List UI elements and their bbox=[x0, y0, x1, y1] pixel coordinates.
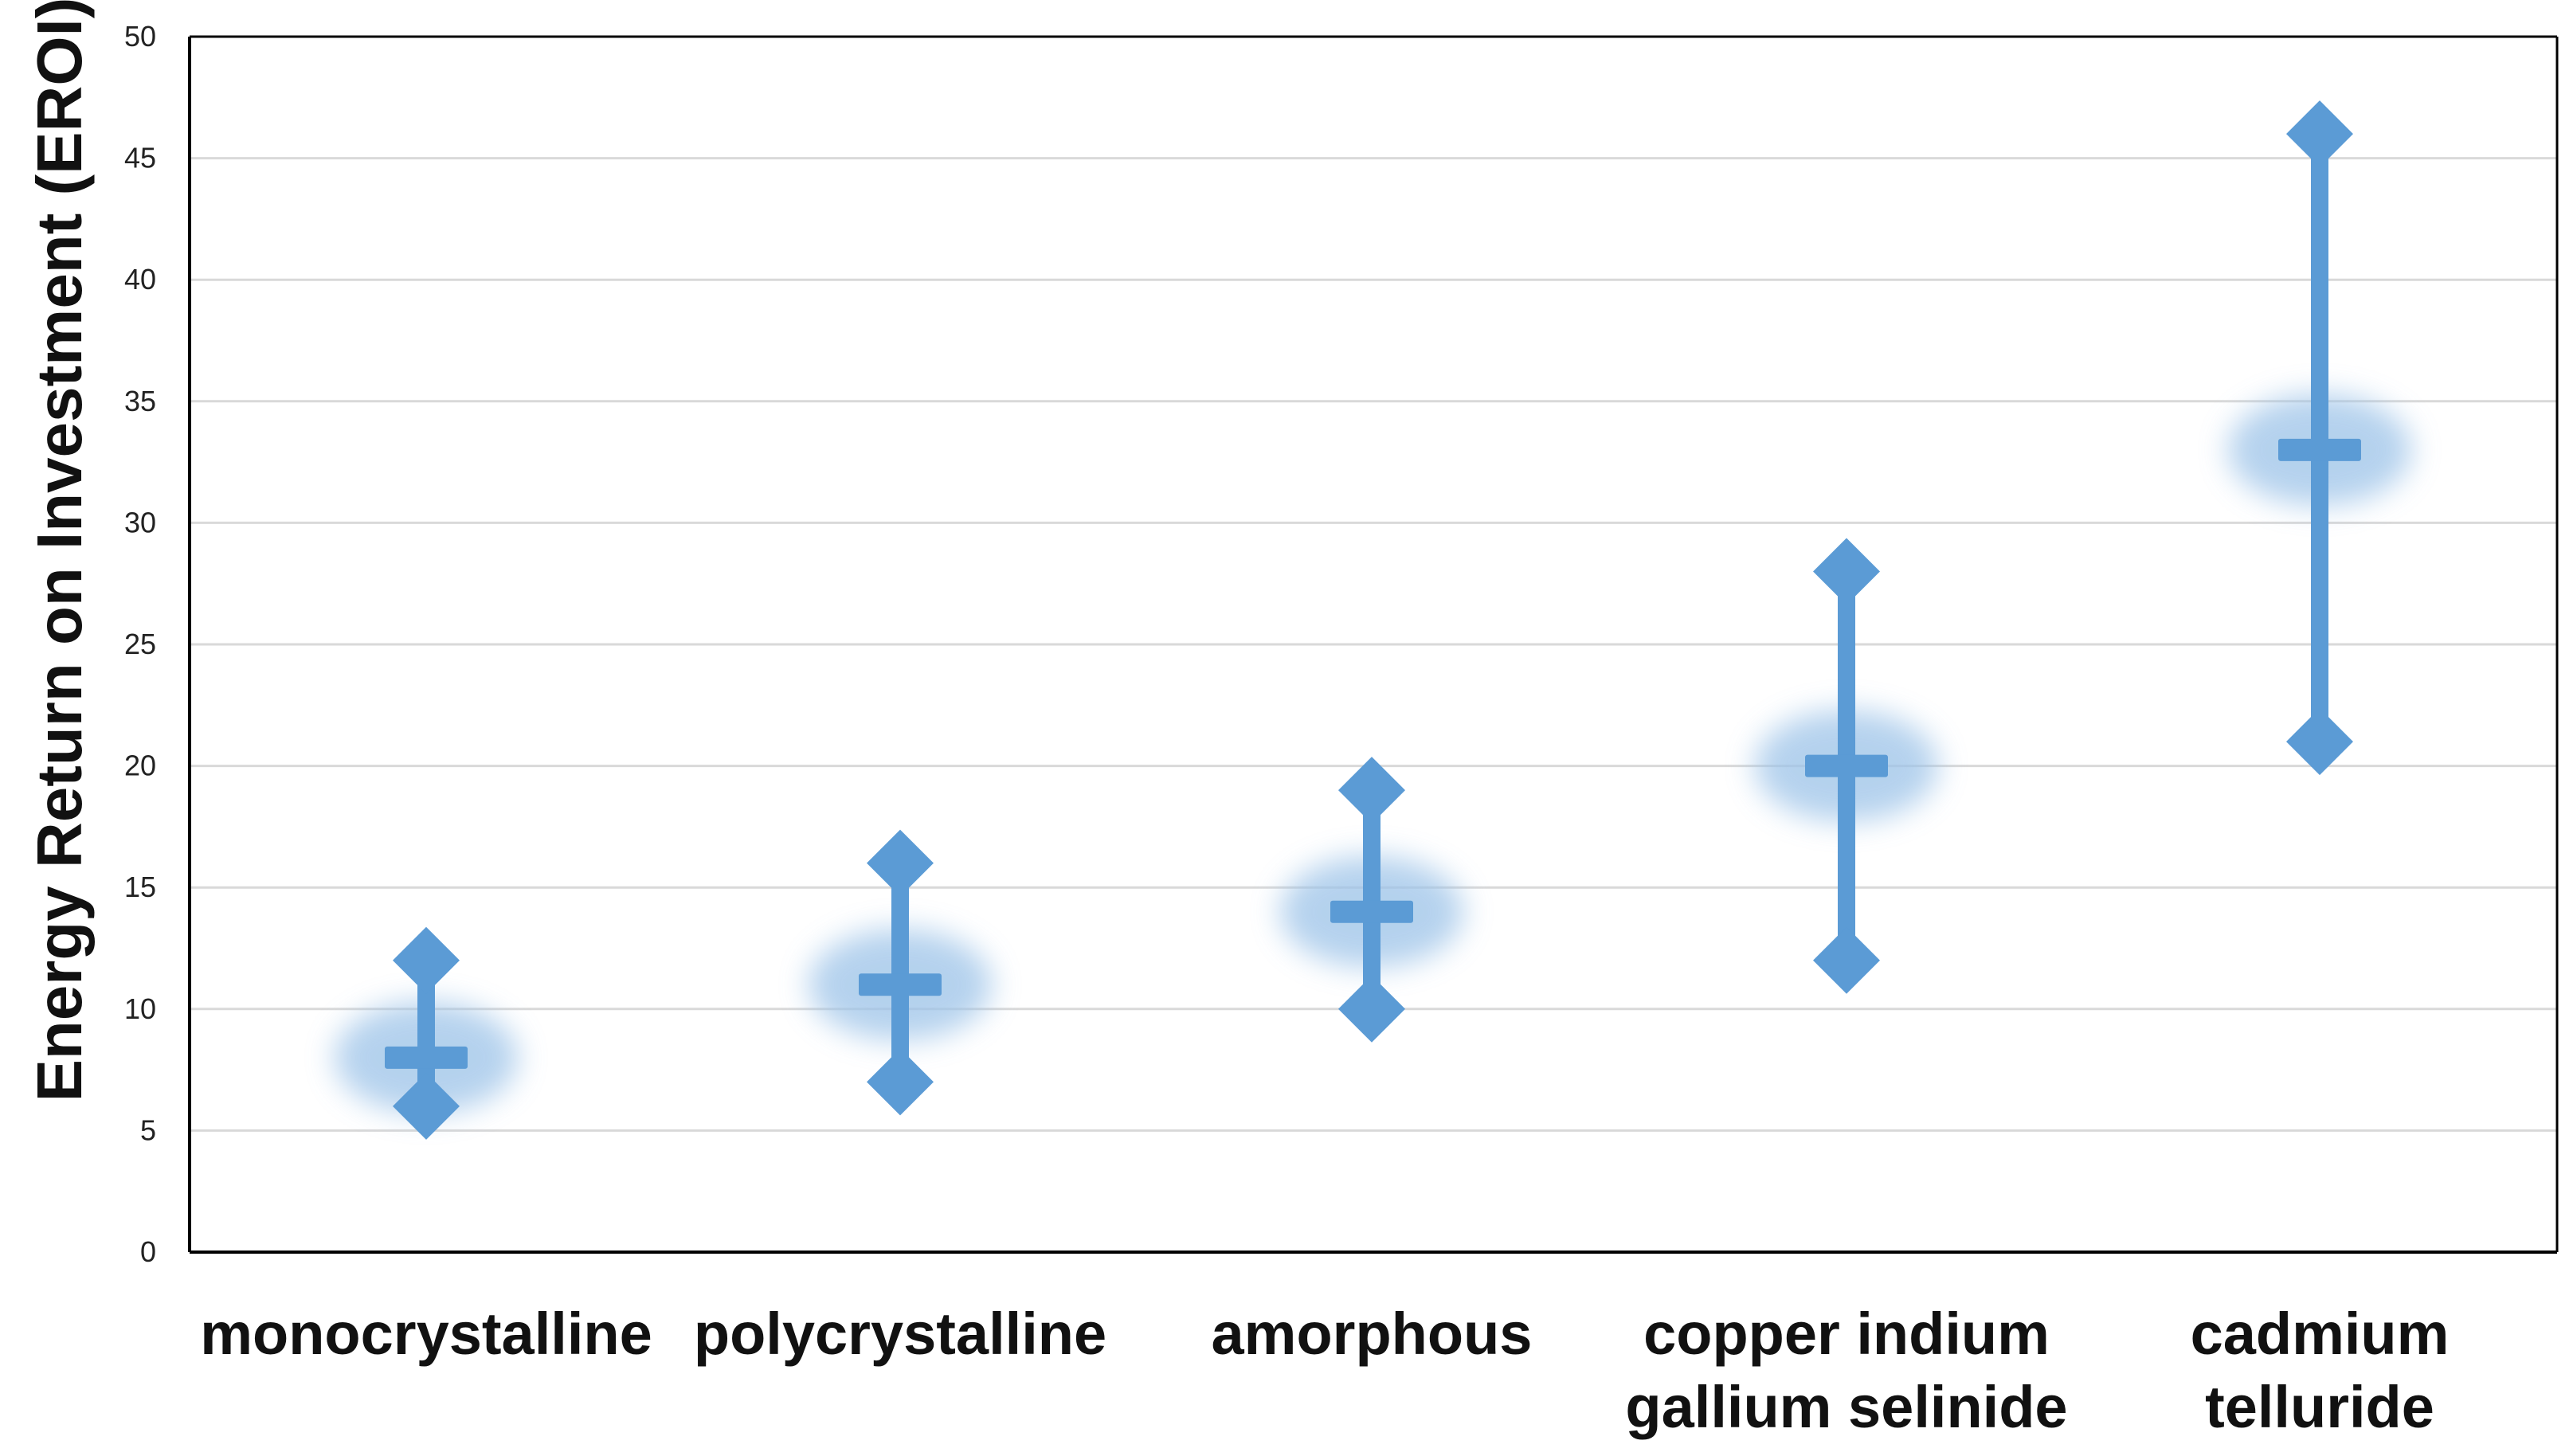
y-tick-label: 40 bbox=[124, 263, 156, 296]
min-marker bbox=[867, 1048, 934, 1116]
category-labels: monocrystalline polycrystalline amorphous c… bbox=[200, 1301, 2449, 1440]
x-category-label: telluride bbox=[2205, 1374, 2434, 1440]
max-marker bbox=[393, 926, 460, 994]
y-tick-label: 50 bbox=[124, 20, 156, 53]
max-marker bbox=[867, 829, 934, 897]
x-category-label: gallium selinide bbox=[1625, 1374, 2067, 1440]
mid-marker bbox=[1330, 900, 1413, 923]
min-marker bbox=[393, 1072, 460, 1140]
y-tick-label: 30 bbox=[124, 506, 156, 538]
y-tick-label: 5 bbox=[140, 1114, 156, 1146]
min-marker bbox=[1338, 975, 1405, 1043]
mid-marker bbox=[1805, 754, 1888, 777]
max-marker bbox=[1338, 757, 1405, 824]
y-tick-labels: 0 5 10 15 20 25 30 35 40 45 50 bbox=[124, 20, 156, 1268]
y-tick-label: 35 bbox=[124, 385, 156, 417]
y-tick-label: 20 bbox=[124, 750, 156, 782]
range-bar bbox=[417, 960, 435, 1106]
x-category-label: amorphous bbox=[1212, 1301, 1533, 1367]
range-bar bbox=[1363, 790, 1380, 1009]
y-tick-label: 0 bbox=[140, 1235, 156, 1268]
range-bar bbox=[891, 863, 909, 1082]
x-category-label: copper indium bbox=[1643, 1301, 2050, 1367]
y-tick-label: 25 bbox=[124, 628, 156, 660]
range-bar bbox=[2311, 134, 2328, 742]
mid-marker bbox=[859, 973, 942, 996]
y-axis-title: Energy Return on Investment (EROI) bbox=[24, 0, 95, 1102]
y-tick-label: 45 bbox=[124, 142, 156, 174]
x-category-label: polycrystalline bbox=[694, 1301, 1106, 1367]
mid-marker bbox=[385, 1046, 468, 1069]
x-category-label: monocrystalline bbox=[200, 1301, 652, 1367]
min-marker bbox=[1813, 926, 1880, 994]
max-marker bbox=[2286, 100, 2353, 168]
range-marks bbox=[335, 100, 2411, 1140]
axes bbox=[188, 35, 2559, 1254]
mid-marker bbox=[2278, 438, 2361, 461]
min-marker bbox=[2286, 708, 2353, 776]
y-tick-label: 15 bbox=[124, 871, 156, 903]
x-category-label: cadmium bbox=[2191, 1301, 2450, 1367]
y-tick-label: 10 bbox=[124, 992, 156, 1025]
max-marker bbox=[1813, 538, 1880, 605]
